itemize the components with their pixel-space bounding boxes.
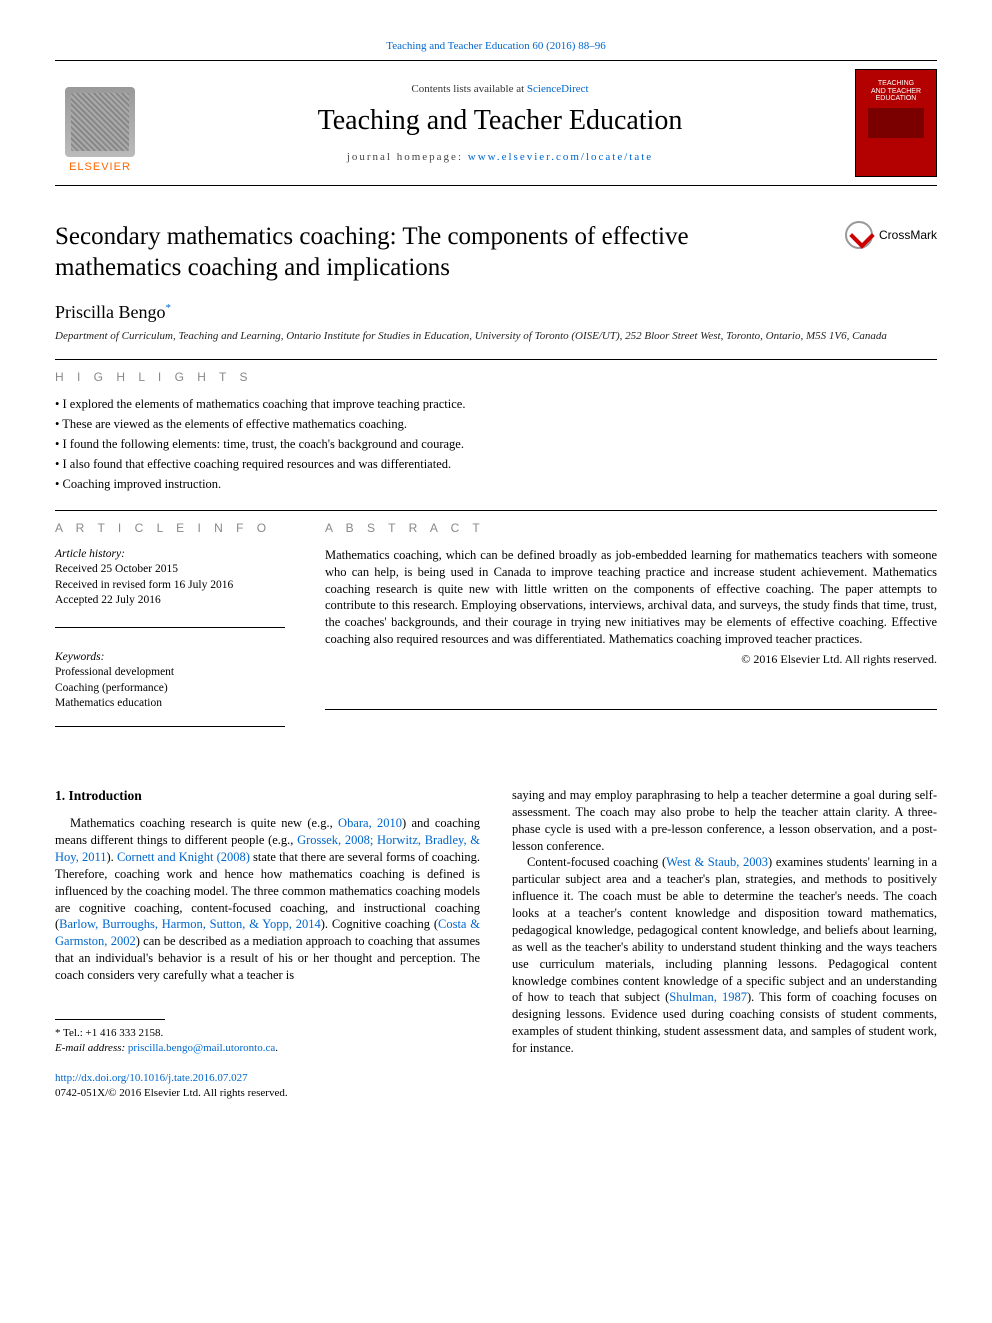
author-line: Priscilla Bengo* (55, 302, 937, 323)
text-span: Content-focused coaching ( (527, 855, 666, 869)
footnote-separator (55, 1019, 165, 1020)
intro-heading: 1. Introduction (55, 787, 480, 805)
citation-link[interactable]: Obara, 2010 (338, 816, 402, 830)
keywords-block: Keywords: Professional development Coach… (55, 650, 285, 712)
elsevier-logo: ELSEVIER (55, 73, 145, 173)
highlight-item: I explored the elements of mathematics c… (55, 394, 937, 414)
text-span: ). (107, 850, 117, 864)
cover-line-2: AND TEACHER (856, 88, 936, 96)
intro-p3: Content-focused coaching (West & Staub, … (512, 854, 937, 1057)
affiliation: Department of Curriculum, Teaching and L… (55, 329, 937, 343)
info-abstract-row: a r t i c l e i n f o Article history: R… (55, 521, 937, 727)
revised-date: Received in revised form 16 July 2016 (55, 578, 285, 594)
doi-link[interactable]: http://dx.doi.org/10.1016/j.tate.2016.07… (55, 1072, 248, 1084)
masthead: ELSEVIER Contents lists available at Sci… (55, 60, 937, 186)
elsevier-tree-icon (65, 87, 135, 157)
keywords-header: Keywords: (55, 650, 285, 666)
author-name: Priscilla Bengo (55, 302, 166, 322)
citation-link[interactable]: Shulman, 1987 (669, 990, 747, 1004)
email-link[interactable]: priscilla.bengo@mail.utoronto.ca (128, 1042, 275, 1054)
sciencedirect-link[interactable]: ScienceDirect (527, 83, 589, 95)
text-span: ) examines students' learning in a parti… (512, 855, 937, 1004)
cover-line-1: TEACHING (856, 80, 936, 88)
citation-link[interactable]: Cornett and Knight (2008) (117, 850, 250, 864)
article-history: Article history: Received 25 October 201… (55, 547, 285, 609)
tel-label: * Tel.: (55, 1027, 86, 1039)
masthead-center: Contents lists available at ScienceDirec… (165, 83, 835, 163)
divider (55, 627, 285, 628)
received-date: Received 25 October 2015 (55, 562, 285, 578)
doi-block: http://dx.doi.org/10.1016/j.tate.2016.07… (55, 1071, 480, 1101)
journal-cover-thumbnail: TEACHING AND TEACHER EDUCATION (855, 69, 937, 177)
intro-p2: saying and may employ paraphrasing to he… (512, 787, 937, 855)
article-title: Secondary mathematics coaching: The comp… (55, 221, 785, 284)
history-header: Article history: (55, 547, 285, 563)
abstract-text: Mathematics coaching, which can be defin… (325, 547, 937, 648)
body-columns: 1. Introduction Mathematics coaching res… (55, 787, 937, 1100)
homepage-link[interactable]: www.elsevier.com/locate/tate (468, 151, 653, 163)
keyword: Coaching (performance) (55, 681, 285, 697)
contents-prefix: Contents lists available at (411, 83, 526, 95)
abstract-copyright: © 2016 Elsevier Ltd. All rights reserved… (325, 652, 937, 667)
body-column-left: 1. Introduction Mathematics coaching res… (55, 787, 480, 1100)
contents-line: Contents lists available at ScienceDirec… (165, 83, 835, 95)
intro-p1: Mathematics coaching research is quite n… (55, 815, 480, 984)
author-marker: * (166, 302, 172, 314)
issn-copyright: 0742-051X/© 2016 Elsevier Ltd. All right… (55, 1086, 480, 1101)
crossmark-label: CrossMark (879, 228, 937, 242)
cover-line-3: EDUCATION (856, 95, 936, 103)
abstract-column: a b s t r a c t Mathematics coaching, wh… (325, 521, 937, 727)
highlight-item: Coaching improved instruction. (55, 474, 937, 494)
email-suffix: . (275, 1042, 278, 1054)
corresponding-footnote: * Tel.: +1 416 333 2158. E-mail address:… (55, 1026, 480, 1057)
highlight-item: These are viewed as the elements of effe… (55, 414, 937, 434)
keyword: Professional development (55, 665, 285, 681)
highlights-label: h i g h l i g h t s (55, 370, 937, 384)
homepage-line: journal homepage: www.elsevier.com/locat… (165, 151, 835, 163)
article-info-label: a r t i c l e i n f o (55, 521, 285, 535)
divider (55, 359, 937, 360)
cover-decoration (868, 108, 924, 138)
citation-link[interactable]: Barlow, Burroughs, Harmon, Sutton, & Yop… (59, 917, 321, 931)
accepted-date: Accepted 22 July 2016 (55, 593, 285, 609)
journal-cover-title: TEACHING AND TEACHER EDUCATION (856, 80, 936, 103)
text-span: ). Cognitive coaching ( (321, 917, 438, 931)
article-page: Teaching and Teacher Education 60 (2016)… (0, 0, 992, 1130)
divider (55, 726, 285, 727)
text-span: Mathematics coaching research is quite n… (70, 816, 338, 830)
body-column-right: saying and may employ paraphrasing to he… (512, 787, 937, 1100)
highlights-list: I explored the elements of mathematics c… (55, 394, 937, 494)
elsevier-wordmark: ELSEVIER (69, 161, 131, 173)
crossmark-badge[interactable]: CrossMark (845, 221, 937, 249)
tel-number: +1 416 333 2158. (86, 1027, 164, 1039)
article-info-column: a r t i c l e i n f o Article history: R… (55, 521, 285, 727)
citation-link[interactable]: West & Staub, 2003 (666, 855, 768, 869)
abstract-label: a b s t r a c t (325, 521, 937, 535)
email-label: E-mail address: (55, 1042, 128, 1054)
homepage-prefix: journal homepage: (347, 151, 468, 163)
journal-citation-link[interactable]: Teaching and Teacher Education 60 (2016)… (55, 40, 937, 52)
crossmark-icon (845, 221, 873, 249)
highlight-item: I found the following elements: time, tr… (55, 434, 937, 454)
journal-name: Teaching and Teacher Education (165, 105, 835, 137)
article-header: CrossMark Secondary mathematics coaching… (55, 221, 937, 343)
divider (55, 510, 937, 511)
highlight-item: I also found that effective coaching req… (55, 454, 937, 474)
keyword: Mathematics education (55, 696, 285, 712)
divider (325, 709, 937, 710)
